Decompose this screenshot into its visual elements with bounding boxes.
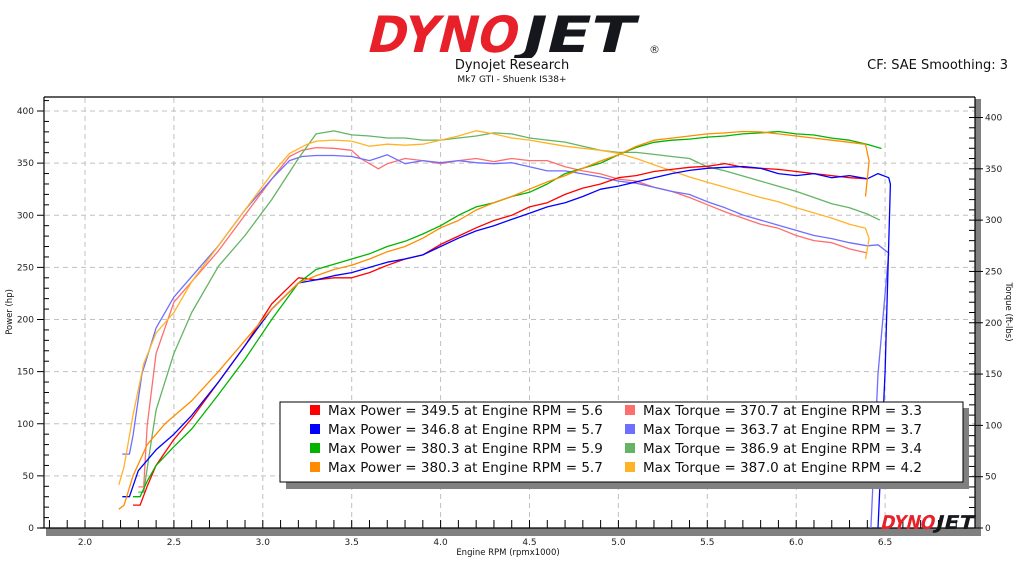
y2-tick-label: 0 [985,524,991,534]
legend-swatch [310,462,320,472]
x-tick-label: 6.0 [789,538,804,548]
x-tick-label: 3.5 [345,538,359,548]
curves [118,130,892,529]
legend-label: Max Power = 349.5 at Engine RPM = 5.6 [328,403,603,419]
legend-swatch [625,462,635,472]
x-tick-label: 4.0 [433,538,448,548]
organization-title: Dynojet Research [454,58,570,73]
x-axis-shadow [46,528,980,536]
torque-curve [138,130,881,493]
dynojet-logo: DYNO JET ® [362,8,660,58]
y2-tick-label: 350 [985,165,1002,175]
legend-label: Max Torque = 363.7 at Engine RPM = 3.7 [643,422,922,438]
axis-ticks: 2.0 2.5 3.0 3.5 4.0 4.5 5.0 5.5 6.0 6.5 0 50 100 150 2… [17,100,1002,548]
run-subtitle: Mk7 GTI - Shuenk IS38+ [457,75,567,85]
y-tick-label: 100 [17,420,34,430]
y-tick-label: 250 [17,263,34,273]
watermark-dyno-text: DYNO [879,511,939,534]
legend-swatch [625,424,635,434]
y-tick-label: 50 [23,472,35,482]
x-tick-label: 3.0 [256,538,271,548]
legend-swatch [310,424,320,434]
x-tick-label: 5.0 [611,538,626,548]
torque-curve [118,130,870,486]
dynojet-watermark: DYNO JET [879,511,979,534]
legend-box [279,401,964,483]
y2-axis-title: Torque (ft-lbs) [1003,281,1013,341]
y-tick-label: 200 [17,316,34,326]
y2-tick-label: 300 [985,216,1002,226]
y-tick-label: 150 [17,368,34,378]
y-tick-label: 0 [28,524,34,534]
legend-swatch [310,405,320,415]
legend-label: Max Power = 346.8 at Engine RPM = 5.7 [328,422,603,438]
x-axis-title: Engine RPM (rpmx1000) [456,548,559,558]
power-curve [118,130,870,510]
y2-tick-label: 400 [985,114,1002,124]
y2-tick-label: 200 [985,319,1002,329]
legend-label: Max Power = 380.3 at Engine RPM = 5.9 [328,441,603,457]
x-tick-label: 2.0 [78,538,93,548]
x-tick-label: 6.5 [878,538,892,548]
registered-mark: ® [649,43,660,56]
right-axis-shadow [975,99,981,536]
y2-tick-label: 150 [985,370,1002,380]
legend-label: Max Torque = 370.7 at Engine RPM = 3.3 [643,403,922,419]
y2-tick-label: 250 [985,267,1002,277]
legend-label: Max Torque = 386.9 at Engine RPM = 3.4 [643,441,922,457]
y-axis-title: Power (hp) [5,289,15,335]
power-curve [122,165,892,529]
x-tick-label: 5.5 [700,538,714,548]
x-tick-label: 2.5 [167,538,181,548]
legend-label: Max Power = 380.3 at Engine RPM = 5.7 [328,460,603,476]
logo-dyno-text: DYNO [362,8,526,58]
legend-swatch [310,443,320,453]
legend-label: Max Torque = 387.0 at Engine RPM = 4.2 [643,460,922,476]
legend-swatch [625,405,635,415]
y-tick-label: 350 [17,159,34,169]
legend-swatch [625,443,635,453]
torque-curve [138,146,868,488]
correction-factor-label: CF: SAE Smoothing: 3 [867,58,1008,73]
y-tick-label: 400 [17,107,34,117]
logo-jet-text: JET [512,8,643,58]
legend: Max Power = 349.5 at Engine RPM = 5.6 Max… [279,401,969,489]
watermark-jet-text: JET [931,511,978,534]
x-tick-label: 4.5 [522,538,536,548]
y2-tick-label: 50 [985,473,997,483]
y2-tick-label: 100 [985,421,1002,431]
y-tick-label: 300 [17,211,34,221]
